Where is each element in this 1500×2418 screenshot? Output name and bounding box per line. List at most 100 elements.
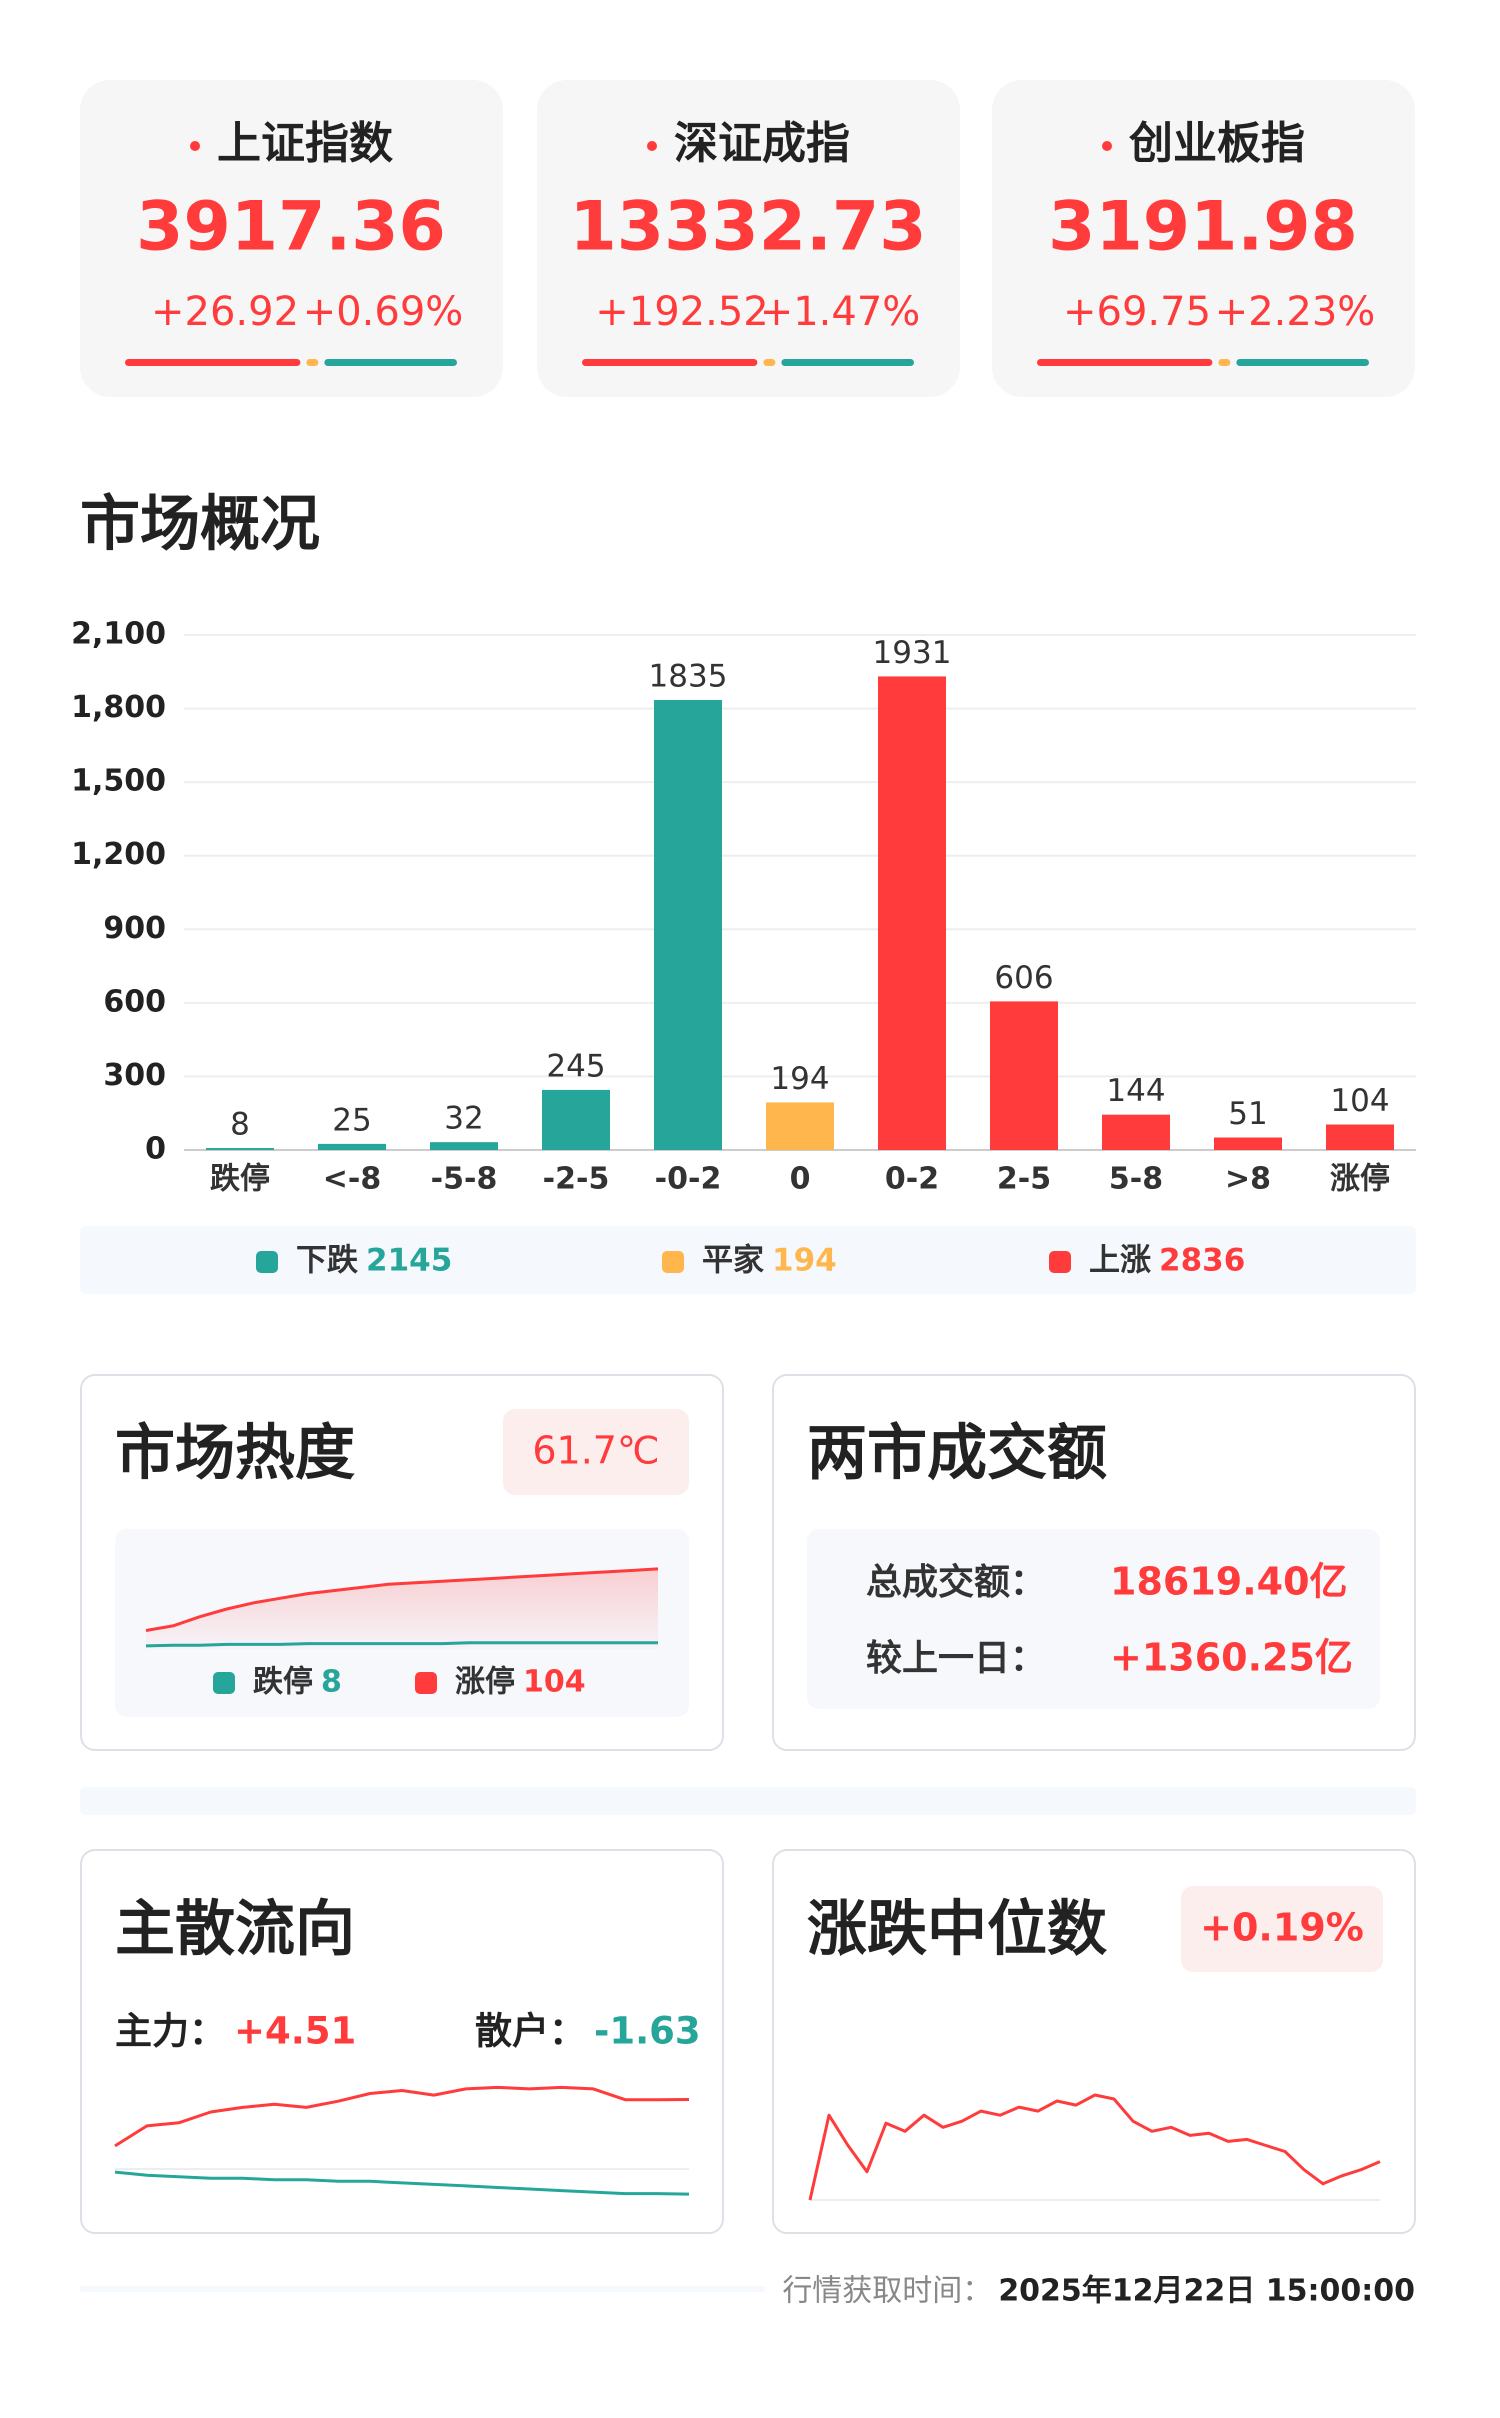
y-tick-label: 2,100 <box>71 617 166 652</box>
value-label: 245 <box>546 1048 605 1084</box>
y-tick-label: 1,200 <box>71 837 166 872</box>
legend-value: 104 <box>523 1665 586 1700</box>
breadth-bar <box>306 359 319 366</box>
value-label: 51 <box>1228 1096 1267 1132</box>
card-title: 市场热度 <box>115 1419 355 1489</box>
index-value: 13332.73 <box>569 188 926 267</box>
bar <box>206 1148 274 1150</box>
bar <box>318 1143 386 1150</box>
info-box <box>807 1529 1380 1709</box>
bar <box>990 1001 1058 1150</box>
legend-swatch <box>662 1251 684 1273</box>
divider-strip <box>80 1787 1416 1815</box>
line <box>114 2085 690 2148</box>
y-tick-label: 300 <box>103 1058 166 1093</box>
breadth-bar <box>125 359 301 366</box>
value-label: 1835 <box>649 658 728 694</box>
card-title: 主散流向 <box>115 1895 355 1965</box>
divider-strip <box>80 2286 765 2292</box>
index-value: 3191.98 <box>1048 188 1358 267</box>
heat-badge: 61.7℃ <box>532 1429 659 1473</box>
flow-value: -1.63 <box>594 2010 701 2053</box>
row-value: +1360.25亿 <box>1110 1636 1353 1680</box>
y-tick-label: 900 <box>103 911 166 946</box>
breadth-bar <box>1037 359 1213 366</box>
index-pct: +2.23% <box>1215 289 1376 335</box>
x-tick-label: 5-8 <box>1109 1162 1163 1197</box>
index-card <box>80 80 503 397</box>
dot <box>647 141 657 151</box>
line <box>114 2170 690 2196</box>
bar <box>542 1089 610 1150</box>
bar <box>878 676 946 1150</box>
value-label: 104 <box>1330 1083 1389 1119</box>
dot <box>190 141 200 151</box>
x-tick-label: 2-5 <box>997 1162 1051 1197</box>
line <box>808 2093 1381 2201</box>
row-value: 18619.40亿 <box>1110 1560 1348 1604</box>
breadth-bar <box>763 359 776 366</box>
dot <box>1102 141 1112 151</box>
y-tick-label: 600 <box>103 984 166 1019</box>
index-name: 深证成指 <box>674 118 850 169</box>
breadth-bar <box>1218 359 1231 366</box>
bar <box>430 1142 498 1150</box>
legend-value: 2145 <box>366 1243 452 1279</box>
index-pct: +1.47% <box>760 289 921 335</box>
value-label: 8 <box>230 1107 250 1143</box>
card-title: 涨跌中位数 <box>807 1895 1107 1965</box>
x-tick-label: 跌停 <box>210 1162 270 1197</box>
bar <box>1214 1137 1282 1150</box>
legend-swatch <box>1049 1251 1071 1273</box>
y-tick-label: 0 <box>145 1132 166 1167</box>
bar <box>1102 1114 1170 1150</box>
breadth-bar <box>324 359 457 366</box>
footer-label: 行情获取时间： <box>782 2274 992 2309</box>
bar <box>1326 1124 1394 1150</box>
flow-label: 散户： <box>475 2010 586 2053</box>
y-tick-label: 1,500 <box>71 764 166 799</box>
legend-name: 上涨 <box>1089 1243 1151 1279</box>
badge <box>1181 1886 1383 1972</box>
legend-swatch <box>415 1672 437 1694</box>
median-badge: +0.19% <box>1200 1906 1364 1950</box>
index-pct: +0.69% <box>303 289 464 335</box>
legend-name: 下跌 <box>296 1243 358 1279</box>
value-label: 32 <box>444 1101 483 1137</box>
area <box>146 1568 658 1649</box>
footer-time: 2025年12月22日 15:00:00 <box>998 2274 1415 2309</box>
x-tick-label: 涨停 <box>1330 1162 1390 1197</box>
bar <box>766 1102 834 1150</box>
legend-swatch <box>256 1251 278 1273</box>
x-tick-label: -2-5 <box>543 1162 610 1197</box>
index-name: 创业板指 <box>1129 118 1305 169</box>
flow-card <box>80 1849 724 2234</box>
breadth-bar <box>781 359 914 366</box>
row-label: 总成交额： <box>866 1561 1046 1603</box>
legend-swatch <box>213 1672 235 1694</box>
value-label: 25 <box>332 1102 371 1138</box>
x-tick-label: <-8 <box>323 1162 381 1197</box>
card-title: 两市成交额 <box>807 1419 1107 1489</box>
legend-value: 8 <box>321 1665 342 1700</box>
x-tick-label: -5-8 <box>431 1162 498 1197</box>
badge <box>503 1409 689 1495</box>
breadth-bar <box>1236 359 1369 366</box>
line <box>145 1567 659 1632</box>
line <box>145 1641 658 1648</box>
value-label: 194 <box>770 1061 829 1097</box>
index-change: +26.92 <box>151 289 299 335</box>
value-label: 1931 <box>873 635 952 671</box>
bar <box>654 699 722 1150</box>
y-tick-label: 1,800 <box>71 690 166 725</box>
breadth-bar <box>582 359 758 366</box>
x-tick-label: -0-2 <box>655 1162 722 1197</box>
x-tick-label: 0-2 <box>885 1162 939 1197</box>
index-change: +192.52 <box>595 289 768 335</box>
index-change: +69.75 <box>1063 289 1211 335</box>
x-tick-label: 0 <box>790 1162 811 1197</box>
legend-name: 平家 <box>702 1243 764 1279</box>
legend-strip <box>80 1226 1416 1294</box>
